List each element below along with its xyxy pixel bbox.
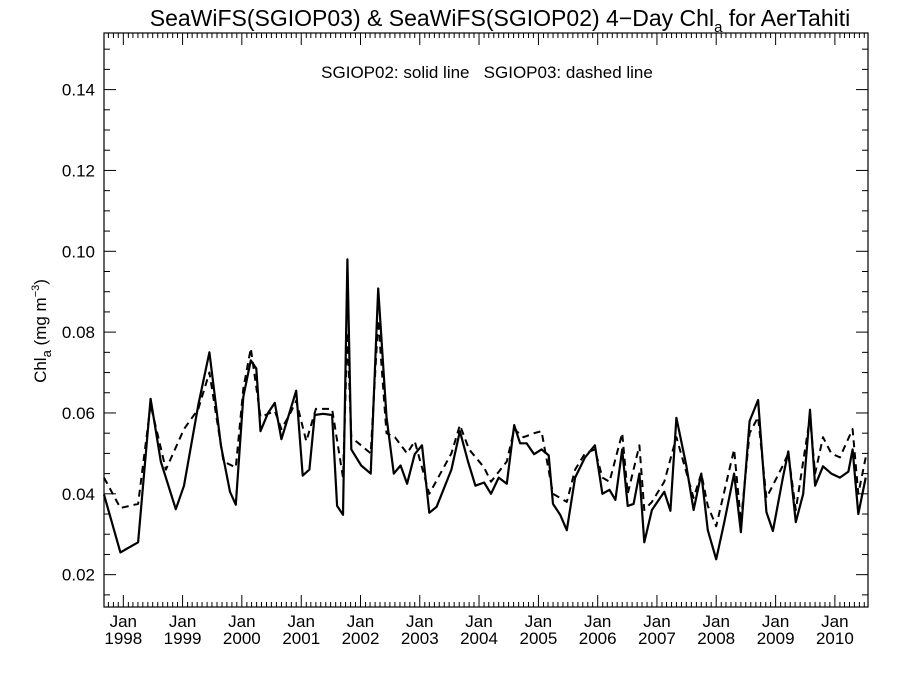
ylabel-units-suffix: ) bbox=[31, 279, 50, 285]
ylabel-units-superscript: −3 bbox=[30, 285, 42, 298]
y-tick-label: 0.08 bbox=[62, 323, 95, 342]
x-tick-month-label: Jan bbox=[702, 612, 729, 631]
ylabel-units-prefix: (mg m bbox=[31, 297, 50, 350]
title-main: SeaWiFS(SGIOP03) & SeaWiFS(SGIOP02) 4−Da… bbox=[150, 5, 714, 31]
ylabel-main: Chl bbox=[31, 357, 50, 383]
y-tick-label: 0.04 bbox=[62, 485, 95, 504]
title-suffix: for AerTahiti bbox=[722, 5, 850, 31]
data-series bbox=[102, 258, 867, 561]
x-tick-month-label: Jan bbox=[110, 612, 137, 631]
title-subscript: a bbox=[714, 19, 723, 36]
x-axis: Jan1998Jan1999Jan2000Jan2001Jan2002Jan20… bbox=[104, 33, 865, 648]
x-tick-year-label: 2008 bbox=[697, 629, 735, 648]
x-tick-month-label: Jan bbox=[347, 612, 374, 631]
y-axis-label: Chla (mg m−3) bbox=[30, 279, 54, 383]
x-tick-month-label: Jan bbox=[584, 612, 611, 631]
sgiop02-solid-line bbox=[102, 258, 867, 561]
y-tick-label: 0.14 bbox=[62, 81, 95, 100]
sgiop03-dashed-line bbox=[103, 319, 867, 528]
x-tick-year-label: 2010 bbox=[816, 629, 854, 648]
x-tick-month-label: Jan bbox=[762, 612, 789, 631]
x-tick-year-label: 1999 bbox=[164, 629, 202, 648]
y-tick-label: 0.12 bbox=[62, 161, 95, 180]
x-tick-year-label: 2000 bbox=[223, 629, 261, 648]
x-tick-year-label: 2009 bbox=[757, 629, 795, 648]
x-tick-year-label: 2002 bbox=[342, 629, 380, 648]
x-tick-month-label: Jan bbox=[228, 612, 255, 631]
y-tick-label: 0.06 bbox=[62, 404, 95, 423]
x-tick-month-label: Jan bbox=[169, 612, 196, 631]
x-tick-year-label: 2006 bbox=[579, 629, 617, 648]
series-style-annotation: SGIOP02: solid line SGIOP03: dashed line bbox=[321, 63, 653, 82]
y-tick-label: 0.02 bbox=[62, 566, 95, 585]
x-tick-month-label: Jan bbox=[465, 612, 492, 631]
x-tick-year-label: 2004 bbox=[460, 629, 498, 648]
x-tick-year-label: 2005 bbox=[520, 629, 558, 648]
x-tick-year-label: 1998 bbox=[104, 629, 142, 648]
ylabel-subscript: a bbox=[39, 349, 54, 357]
y-tick-label: 0.10 bbox=[62, 242, 95, 261]
plot-frame bbox=[103, 32, 869, 608]
x-tick-year-label: 2003 bbox=[401, 629, 439, 648]
x-tick-month-label: Jan bbox=[821, 612, 848, 631]
y-axis: 0.02 0.04 0.06 0.08 0.10 0.12 0.14 bbox=[62, 48, 868, 596]
x-tick-month-label: Jan bbox=[643, 612, 670, 631]
chart-title: SeaWiFS(SGIOP03) & SeaWiFS(SGIOP02) 4−Da… bbox=[150, 5, 851, 36]
x-tick-year-label: 2007 bbox=[638, 629, 676, 648]
x-tick-month-label: Jan bbox=[406, 612, 433, 631]
x-tick-year-label: 2001 bbox=[282, 629, 320, 648]
x-tick-month-label: Jan bbox=[525, 612, 552, 631]
x-tick-month-label: Jan bbox=[288, 612, 315, 631]
